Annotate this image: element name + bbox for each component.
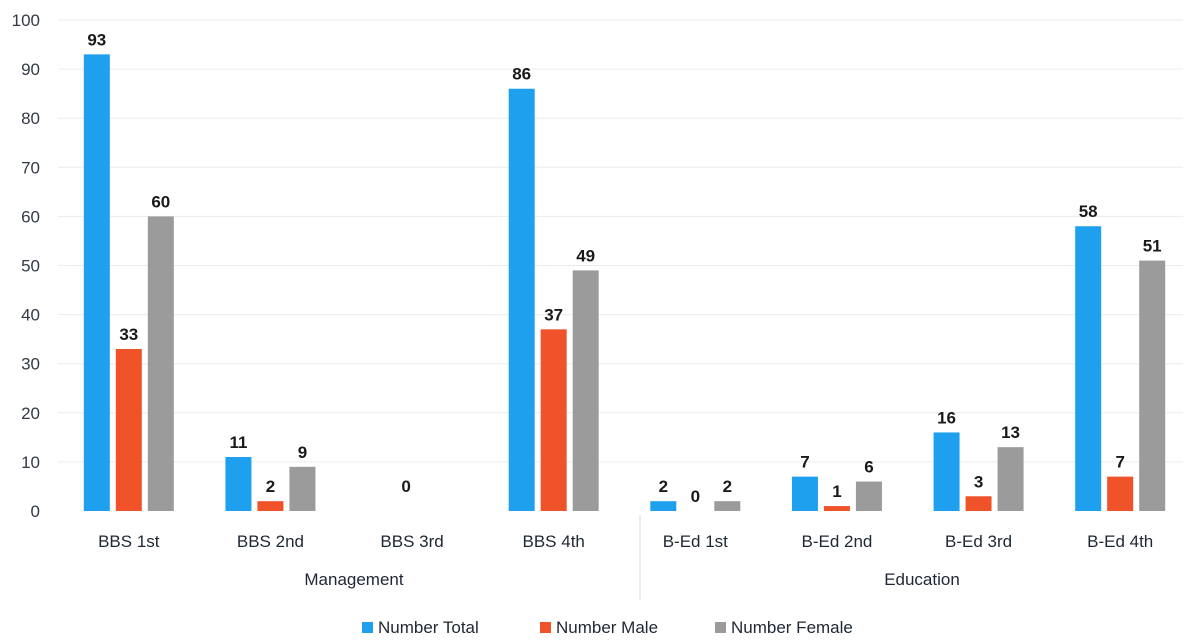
y-tick-label: 70 — [21, 158, 40, 177]
data-label: 0 — [691, 487, 700, 506]
bar — [257, 501, 284, 511]
data-label: 7 — [1115, 453, 1124, 472]
y-tick-label: 20 — [21, 404, 40, 423]
data-label: 13 — [1001, 423, 1020, 442]
bar — [508, 88, 535, 512]
x-category-label: B-Ed 4th — [1087, 532, 1153, 551]
bar — [115, 348, 142, 511]
data-label: 37 — [544, 305, 563, 324]
bar — [933, 432, 960, 511]
x-category-label: BBS 3rd — [380, 532, 443, 551]
data-label: 6 — [864, 458, 873, 477]
y-tick-label: 50 — [21, 257, 40, 276]
y-tick-label: 0 — [31, 502, 40, 521]
bar — [823, 506, 850, 511]
data-label: 0 — [401, 477, 410, 496]
legend-swatch — [362, 622, 373, 633]
data-label: 33 — [119, 325, 138, 344]
x-category-label: BBS 4th — [523, 532, 585, 551]
data-label: 9 — [298, 443, 307, 462]
bar — [1075, 226, 1102, 511]
y-tick-label: 30 — [21, 355, 40, 374]
legend-label: Number Male — [556, 618, 658, 637]
data-label: 86 — [512, 65, 531, 84]
legend-swatch — [715, 622, 726, 633]
bar — [965, 496, 992, 511]
y-tick-label: 80 — [21, 109, 40, 128]
data-label: 93 — [87, 30, 106, 49]
bar — [572, 270, 599, 511]
bar — [997, 447, 1024, 511]
data-label: 11 — [229, 433, 247, 452]
data-label: 7 — [800, 453, 809, 472]
bar — [1139, 260, 1166, 511]
y-tick-label: 10 — [21, 453, 40, 472]
data-label: 2 — [723, 477, 732, 496]
bar — [83, 54, 110, 512]
data-label: 51 — [1143, 237, 1162, 256]
x-category-label: B-Ed 2nd — [801, 532, 872, 551]
bar — [791, 476, 818, 511]
data-label: 60 — [151, 192, 170, 211]
bar — [225, 456, 252, 511]
x-category-label: B-Ed 3rd — [945, 532, 1012, 551]
legend-label: Number Female — [731, 618, 853, 637]
bar — [714, 501, 741, 511]
y-tick-label: 60 — [21, 207, 40, 226]
y-tick-label: 90 — [21, 60, 40, 79]
data-label: 58 — [1079, 202, 1098, 221]
bar — [855, 481, 882, 511]
data-label: 2 — [659, 477, 668, 496]
x-category-label: BBS 2nd — [237, 532, 304, 551]
legend-label: Number Total — [378, 618, 479, 637]
bar — [289, 466, 316, 511]
data-label: 2 — [266, 477, 275, 496]
data-label: 16 — [937, 408, 956, 427]
bar — [147, 216, 174, 511]
legend-swatch — [540, 622, 551, 633]
group-label: Education — [884, 570, 960, 589]
data-label: 3 — [974, 472, 983, 491]
group-label: Management — [304, 570, 404, 589]
data-label: 1 — [832, 482, 841, 501]
bar — [1107, 476, 1134, 511]
bar — [650, 501, 677, 511]
x-category-label: BBS 1st — [98, 532, 160, 551]
y-tick-label: 40 — [21, 306, 40, 325]
x-category-label: B-Ed 1st — [663, 532, 728, 551]
y-tick-label: 100 — [12, 11, 40, 30]
data-label: 49 — [576, 246, 595, 265]
bar — [540, 329, 567, 511]
